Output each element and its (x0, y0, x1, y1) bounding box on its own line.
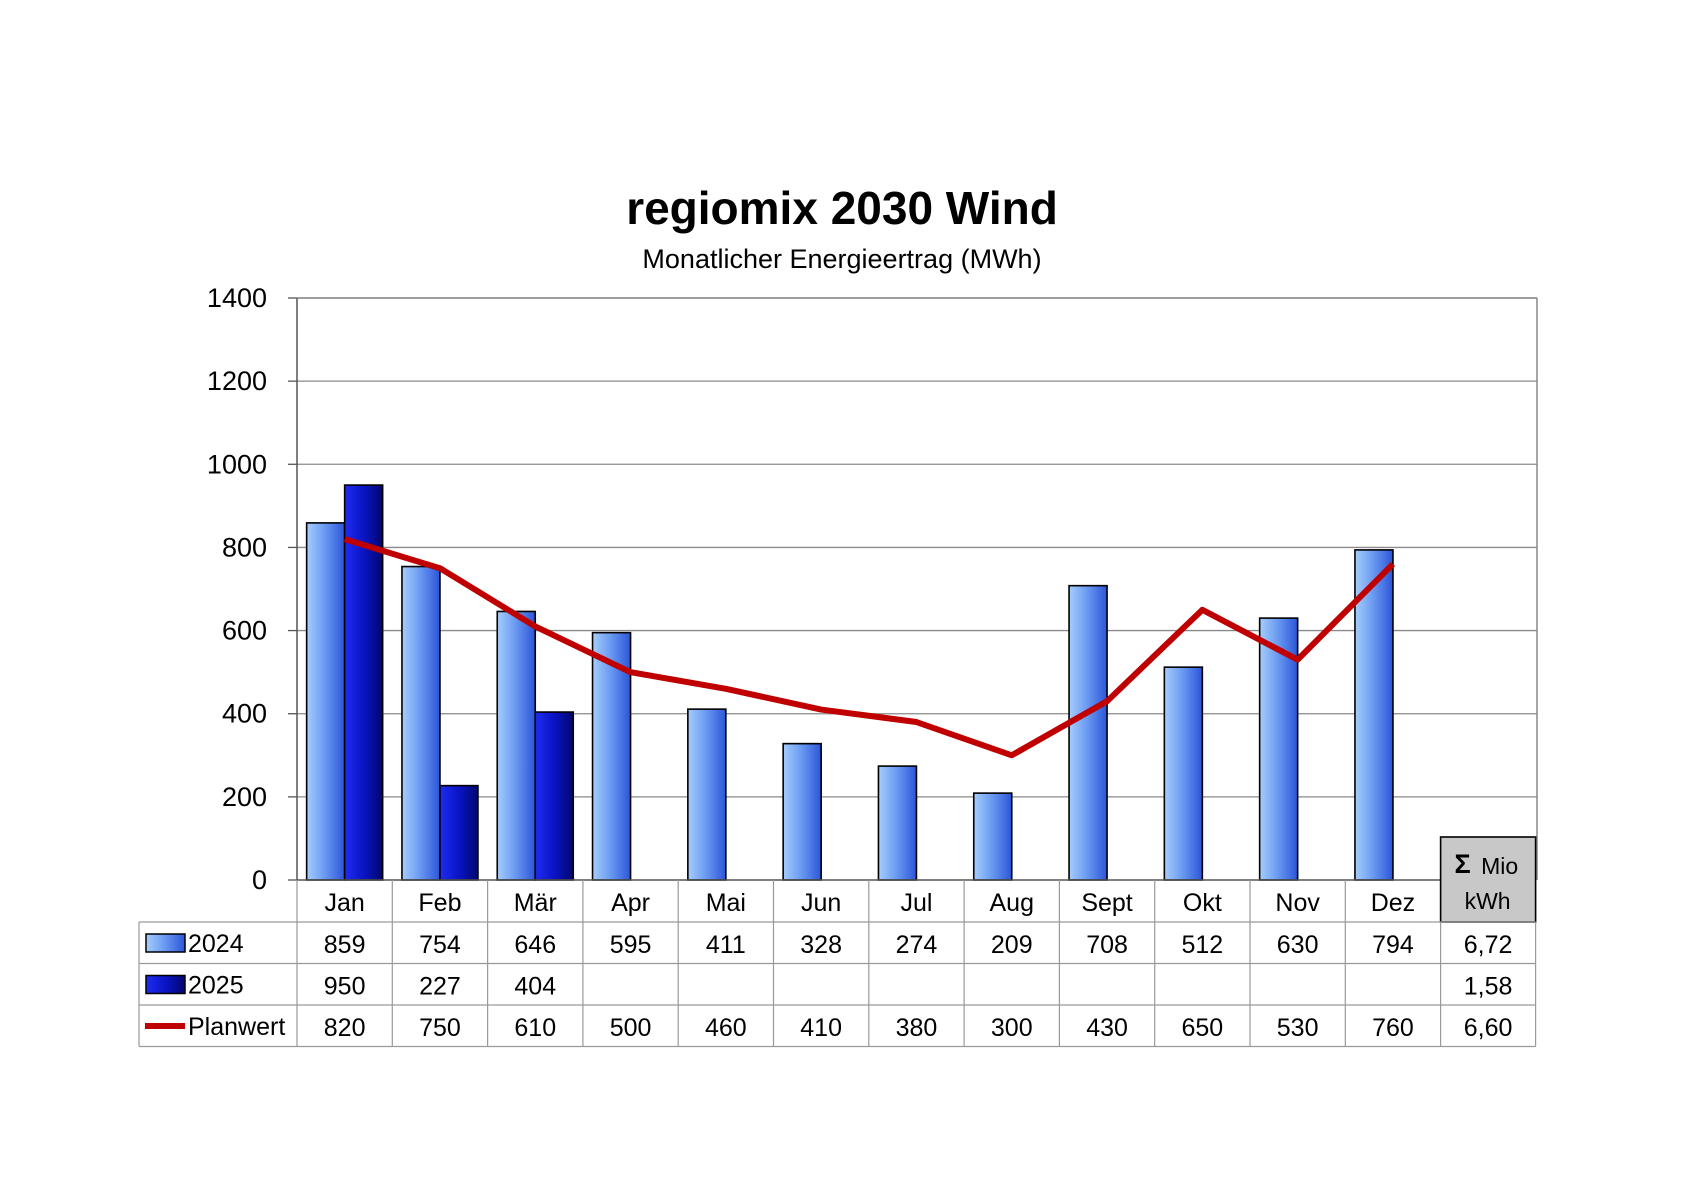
bar-2025 (343, 484, 384, 881)
table-cell-value: 328 (800, 931, 842, 959)
x-category-label: Jan (324, 889, 364, 917)
x-category-label: Dez (1371, 889, 1415, 917)
data-table: Jan Feb Mär Apr Mai Jun Jul Aug Sept Okt Nov Dez Σ Mi… (138, 836, 1537, 1048)
legend-label-Planwert: Planwert (188, 1013, 285, 1041)
table-cell-value: 209 (991, 931, 1033, 959)
bar-2025 (534, 711, 575, 881)
chart-title: regiomix 2030 Wind (626, 182, 1058, 234)
x-category-label: Jul (900, 889, 932, 917)
x-category-label: Apr (611, 889, 650, 917)
x-category-label: Mär (514, 889, 557, 917)
table-cell-value: 610 (514, 1014, 556, 1042)
table-cell-value: 950 (324, 973, 366, 1001)
table-cell-value: 380 (896, 1014, 938, 1042)
x-category-label: Mai (706, 889, 746, 917)
table-cell-value: 300 (991, 1014, 1033, 1042)
sum-header-box (1439, 836, 1537, 923)
legend-key-2025 (145, 974, 186, 995)
table-cell-total: 6,60 (1464, 1014, 1513, 1042)
table-cell-value: 404 (514, 973, 556, 1001)
table-cell-value: 411 (706, 931, 746, 959)
table-cell-value: 530 (1277, 1014, 1319, 1042)
x-category-label: Aug (990, 889, 1034, 917)
y-tick-label: 1400 (207, 283, 267, 313)
table-cell-value: 595 (610, 931, 652, 959)
planwert-line (343, 536, 1396, 759)
table-cell-total: 1,58 (1464, 973, 1513, 1001)
x-category-label: Okt (1183, 889, 1222, 917)
table-cell-value: 750 (419, 1014, 461, 1042)
sum-symbol: Σ (1454, 849, 1470, 879)
table-cell-total: 6,72 (1464, 931, 1513, 959)
legend-label-2024: 2024 (188, 930, 244, 958)
y-tick-label: 400 (222, 699, 267, 729)
table-cell-value: 460 (705, 1014, 747, 1042)
bar-2024 (591, 631, 632, 881)
sum-unit-line1: Mio (1481, 853, 1518, 879)
chart-subtitle: Monatlicher Energieertrag (MWh) (642, 244, 1041, 274)
table-cell-value: 820 (324, 1014, 366, 1042)
bar-2024 (305, 522, 346, 881)
y-tick-label: 600 (222, 616, 267, 646)
planwert-line-layer (343, 536, 1396, 759)
bar-2024 (1354, 549, 1394, 881)
bar-2024 (1068, 584, 1108, 881)
y-tick-label: 200 (222, 782, 267, 812)
y-tick-label: 1000 (207, 449, 267, 479)
table-cell-value: 630 (1277, 931, 1319, 959)
bar-2024 (401, 565, 441, 881)
bar-2024 (687, 708, 727, 881)
table-cell-value: 430 (1086, 1014, 1128, 1042)
bar-2024 (1163, 666, 1204, 881)
table-cell-value: 650 (1181, 1014, 1223, 1042)
legend-key-2024 (145, 933, 186, 953)
bar-2024 (496, 610, 537, 881)
bar-2024 (972, 792, 1013, 881)
table-cell-value: 754 (419, 931, 461, 959)
sum-unit-line2: kWh (1465, 888, 1511, 914)
y-tick-label: 1200 (207, 366, 267, 396)
y-axis-ticks: 0 200 400 600 800 1000 1200 1400 (207, 283, 267, 895)
bars (305, 484, 1394, 881)
table-cell-value: 794 (1372, 931, 1414, 959)
table-cell-value: 410 (800, 1014, 842, 1042)
x-category-label: Jun (801, 889, 841, 917)
table-cell-value: 500 (610, 1014, 652, 1042)
bar-2025 (439, 784, 479, 881)
bar-2024 (877, 765, 918, 881)
table-cell-value: 760 (1372, 1014, 1414, 1042)
bar-2024 (782, 742, 822, 881)
table-cell-value: 274 (896, 931, 938, 959)
table-cell-value: 227 (419, 973, 461, 1001)
legend-label-2025: 2025 (188, 972, 244, 1000)
table-cell-value: 646 (514, 931, 556, 959)
table-cell-value: 512 (1181, 931, 1223, 959)
x-category-label: Nov (1275, 889, 1320, 917)
table-cell-value: 859 (324, 931, 366, 959)
y-tick-label: 0 (252, 865, 267, 895)
table-cell-value: 708 (1086, 931, 1128, 959)
bar-2024 (1258, 617, 1299, 881)
x-category-label: Sept (1081, 889, 1132, 917)
y-tick-label: 800 (222, 532, 267, 562)
x-category-label: Feb (418, 889, 461, 917)
